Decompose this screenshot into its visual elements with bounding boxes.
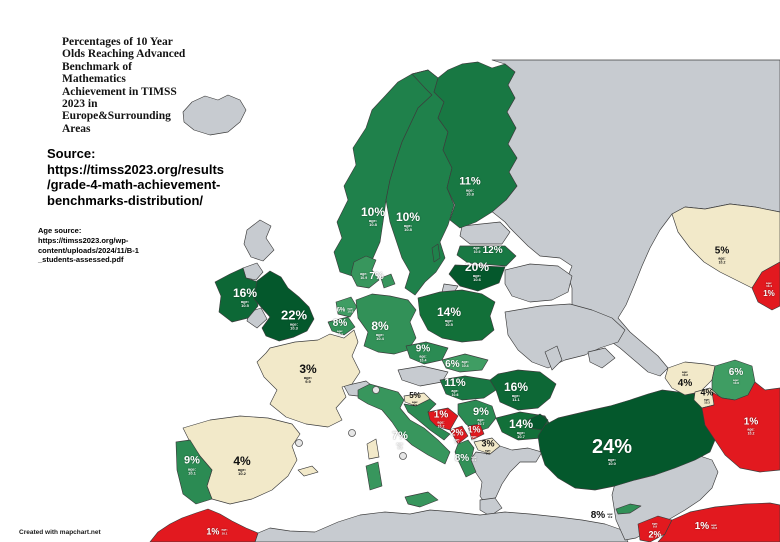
country-serbia[interactable] [457,399,497,433]
country-corsica[interactable] [366,438,380,460]
country-denmark[interactable] [350,255,380,289]
country-north-macedonia[interactable] [473,437,501,455]
country-gotland[interactable] [431,243,441,263]
country-poland[interactable] [417,289,496,343]
country-lithuania[interactable] [448,264,506,292]
marker-liechtenstein[interactable] [372,386,380,394]
country-north-africa[interactable] [254,509,629,542]
country-iceland[interactable] [182,94,247,136]
country-crimea[interactable] [587,347,616,369]
country-montenegro[interactable] [449,425,469,445]
country-germany[interactable] [355,293,417,355]
country-georgia[interactable] [664,361,716,396]
country-hungary[interactable] [439,375,497,401]
country-denmark-zealand[interactable] [380,273,396,289]
country-estonia[interactable] [459,221,511,245]
country-peloponnese[interactable] [479,497,503,517]
country-ukraine[interactable] [504,303,626,369]
country-uzbekistan[interactable] [751,261,780,311]
country-portugal[interactable] [175,439,213,505]
country-scotland[interactable] [243,219,275,262]
country-iran[interactable] [701,381,780,473]
marker-andorra[interactable] [295,439,303,447]
country-saudi-arabia[interactable] [657,502,780,542]
country-austria[interactable] [397,365,449,387]
country-belgium[interactable] [327,316,356,336]
country-croatia[interactable] [403,398,451,441]
age-source-text: Age source: https://timss2023.org/wp- co… [38,226,139,265]
country-kosovo[interactable] [467,423,485,441]
country-france[interactable] [256,329,361,428]
marker-san-marino[interactable] [399,452,407,460]
country-albania[interactable] [454,439,477,478]
country-sicily[interactable] [404,491,439,508]
country-moldova[interactable] [544,345,563,371]
country-finland[interactable] [433,61,518,229]
country-romania[interactable] [489,369,557,411]
country-england[interactable] [253,270,315,342]
country-italy[interactable] [357,383,451,465]
country-sardinia[interactable] [365,461,383,491]
country-czechia[interactable] [405,341,449,365]
source-text: Source: https://timss2023.org/results /g… [47,146,224,208]
country-latvia[interactable] [456,245,517,267]
country-cyprus[interactable] [615,503,642,515]
country-netherlands[interactable] [335,296,358,318]
country-belarus[interactable] [504,263,573,303]
country-balearics[interactable] [297,465,319,477]
map-title: Percentages of 10 Year Olds Reaching Adv… [62,36,186,135]
country-slovakia[interactable] [441,353,489,373]
country-morocco[interactable] [149,508,259,542]
marker-monaco[interactable] [348,429,356,437]
country-greece[interactable] [469,445,543,509]
mapchart-watermark: Created with mapchart.net [16,528,104,537]
